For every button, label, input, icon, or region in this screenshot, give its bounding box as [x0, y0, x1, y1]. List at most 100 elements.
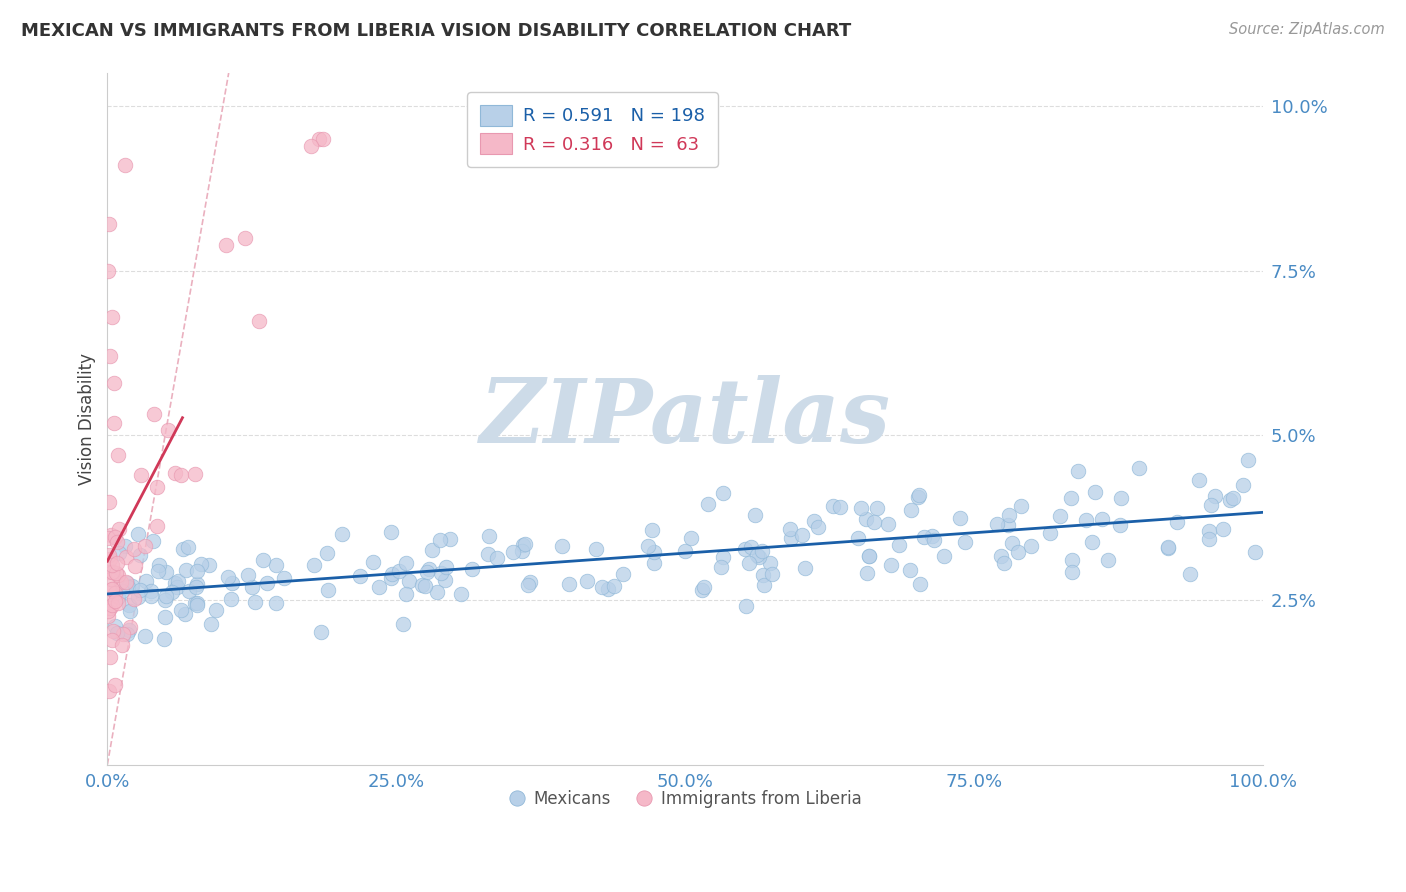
Point: [101, 565, 124, 579]
Point: [1232, 477, 1254, 491]
Point: [912, 530, 935, 544]
Point: [856, 566, 879, 580]
Point: [156, 423, 179, 437]
Point: [433, 574, 456, 588]
Point: [710, 560, 733, 574]
Point: [170, 468, 193, 483]
Point: [641, 524, 664, 538]
Point: [184, 580, 207, 594]
Point: [752, 578, 775, 592]
Point: [673, 543, 696, 558]
Point: [737, 557, 759, 571]
Point: [612, 566, 634, 581]
Point: [114, 575, 136, 590]
Point: [862, 515, 884, 529]
Point: [502, 545, 524, 559]
Point: [177, 540, 200, 554]
Point: [585, 541, 607, 556]
Point: [1039, 525, 1062, 540]
Point: [643, 556, 665, 570]
Point: [264, 597, 287, 611]
Point: [1091, 512, 1114, 526]
Point: [115, 627, 138, 641]
Point: [1198, 524, 1220, 538]
Point: [513, 537, 536, 551]
Point: [747, 550, 769, 565]
Point: [510, 543, 533, 558]
Point: [299, 139, 322, 153]
Point: [697, 497, 720, 511]
Point: [146, 480, 169, 494]
Point: [740, 540, 762, 554]
Point: [367, 580, 389, 594]
Point: [98, 495, 121, 509]
Point: [145, 519, 167, 533]
Point: [828, 500, 851, 515]
Point: [107, 567, 129, 582]
Point: [953, 535, 976, 549]
Point: [898, 563, 921, 577]
Point: [1021, 539, 1043, 553]
Point: [107, 448, 129, 462]
Point: [693, 580, 716, 594]
Point: [380, 571, 402, 585]
Point: [807, 520, 830, 534]
Point: [398, 574, 420, 588]
Point: [167, 574, 190, 588]
Point: [98, 218, 121, 232]
Point: [603, 579, 626, 593]
Point: [932, 549, 955, 563]
Point: [858, 549, 880, 563]
Point: [391, 617, 413, 632]
Point: [998, 508, 1021, 522]
Point: [114, 158, 136, 172]
Point: [122, 541, 145, 556]
Point: [907, 491, 929, 505]
Point: [186, 599, 208, 613]
Point: [711, 486, 734, 500]
Point: [426, 585, 449, 599]
Point: [97, 565, 120, 579]
Point: [131, 468, 153, 483]
Point: [110, 574, 132, 589]
Point: [411, 578, 433, 592]
Point: [1237, 453, 1260, 467]
Point: [107, 546, 129, 560]
Point: [1219, 493, 1241, 508]
Text: ZIPatlas: ZIPatlas: [479, 376, 890, 462]
Point: [118, 598, 141, 612]
Point: [643, 545, 665, 559]
Point: [596, 582, 619, 596]
Point: [98, 551, 121, 566]
Point: [238, 568, 260, 582]
Y-axis label: Vision Disability: Vision Disability: [79, 352, 96, 484]
Point: [1084, 485, 1107, 500]
Text: MEXICAN VS IMMIGRANTS FROM LIBERIA VISION DISABILITY CORRELATION CHART: MEXICAN VS IMMIGRANTS FROM LIBERIA VISIO…: [21, 22, 852, 40]
Point: [174, 607, 197, 622]
Point: [993, 556, 1015, 570]
Point: [111, 583, 134, 598]
Point: [855, 512, 877, 526]
Point: [1081, 535, 1104, 549]
Point: [1199, 498, 1222, 512]
Point: [190, 558, 212, 572]
Point: [761, 566, 783, 581]
Point: [155, 593, 177, 607]
Point: [1128, 461, 1150, 475]
Point: [922, 533, 945, 547]
Point: [110, 638, 132, 652]
Point: [949, 511, 972, 525]
Point: [100, 593, 122, 607]
Point: [1097, 552, 1119, 566]
Point: [184, 596, 207, 610]
Point: [418, 562, 440, 576]
Point: [1244, 545, 1267, 559]
Point: [100, 582, 122, 597]
Point: [1060, 491, 1083, 506]
Point: [120, 604, 142, 618]
Point: [252, 552, 274, 566]
Point: [450, 587, 472, 601]
Point: [103, 416, 125, 430]
Point: [198, 558, 221, 572]
Point: [349, 569, 371, 583]
